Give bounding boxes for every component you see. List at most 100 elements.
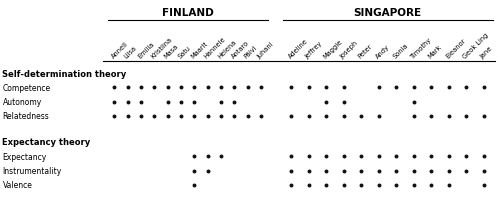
Text: Masa: Masa bbox=[164, 43, 180, 60]
Text: Sonia: Sonia bbox=[392, 42, 409, 60]
Point bbox=[410, 100, 418, 104]
Point bbox=[357, 183, 365, 186]
Point bbox=[190, 86, 198, 89]
Text: Maarit: Maarit bbox=[190, 41, 209, 60]
Point bbox=[445, 169, 453, 172]
Point bbox=[375, 155, 383, 158]
Text: Expectancy theory: Expectancy theory bbox=[2, 137, 91, 146]
Point bbox=[340, 115, 348, 118]
Point bbox=[304, 115, 313, 118]
Point bbox=[110, 115, 118, 118]
Point bbox=[410, 183, 418, 186]
Point bbox=[480, 86, 488, 89]
Point bbox=[110, 86, 118, 89]
Point bbox=[164, 86, 172, 89]
Text: Hannele: Hannele bbox=[204, 36, 227, 60]
Point bbox=[150, 115, 158, 118]
Text: Competence: Competence bbox=[2, 83, 50, 92]
Point bbox=[204, 115, 212, 118]
Point bbox=[230, 86, 238, 89]
Point bbox=[375, 115, 383, 118]
Point bbox=[410, 169, 418, 172]
Point bbox=[304, 169, 313, 172]
Point bbox=[445, 86, 453, 89]
Point bbox=[190, 169, 198, 172]
Text: Adeline: Adeline bbox=[287, 38, 309, 60]
Point bbox=[322, 155, 330, 158]
Point bbox=[244, 115, 252, 118]
Point bbox=[322, 86, 330, 89]
Point bbox=[217, 115, 225, 118]
Point bbox=[462, 155, 470, 158]
Point bbox=[204, 86, 212, 89]
Point bbox=[322, 100, 330, 104]
Point bbox=[410, 115, 418, 118]
Point bbox=[322, 169, 330, 172]
Text: Anneli: Anneli bbox=[110, 41, 129, 60]
Text: SINGAPORE: SINGAPORE bbox=[354, 8, 422, 18]
Point bbox=[375, 183, 383, 186]
Point bbox=[392, 86, 400, 89]
Point bbox=[427, 155, 435, 158]
Text: Andy: Andy bbox=[374, 43, 390, 60]
Text: Eleanor: Eleanor bbox=[444, 38, 466, 60]
Point bbox=[322, 183, 330, 186]
Text: Relatedness: Relatedness bbox=[2, 112, 49, 121]
Point bbox=[392, 155, 400, 158]
Point bbox=[340, 155, 348, 158]
Point bbox=[340, 169, 348, 172]
Text: Antaro: Antaro bbox=[230, 40, 250, 60]
Text: Autonomy: Autonomy bbox=[2, 98, 42, 106]
Point bbox=[304, 155, 313, 158]
Point bbox=[480, 115, 488, 118]
Point bbox=[257, 115, 265, 118]
Point bbox=[177, 100, 185, 104]
Point bbox=[375, 86, 383, 89]
Point bbox=[287, 115, 295, 118]
Text: Geok Ling: Geok Ling bbox=[462, 32, 490, 60]
Text: Satu: Satu bbox=[176, 45, 192, 60]
Text: Kristiina: Kristiina bbox=[150, 36, 174, 60]
Point bbox=[124, 100, 132, 104]
Text: Peter: Peter bbox=[357, 43, 374, 60]
Point bbox=[190, 183, 198, 186]
Point bbox=[410, 86, 418, 89]
Point bbox=[287, 169, 295, 172]
Point bbox=[190, 155, 198, 158]
Point bbox=[137, 115, 145, 118]
Point bbox=[340, 86, 348, 89]
Point bbox=[190, 100, 198, 104]
Point bbox=[177, 86, 185, 89]
Text: Valence: Valence bbox=[2, 180, 32, 189]
Text: Juhani: Juhani bbox=[256, 41, 276, 60]
Point bbox=[427, 115, 435, 118]
Point bbox=[357, 155, 365, 158]
Text: Expectancy: Expectancy bbox=[2, 152, 47, 161]
Point bbox=[164, 100, 172, 104]
Point bbox=[427, 183, 435, 186]
Point bbox=[204, 155, 212, 158]
Point bbox=[137, 100, 145, 104]
Point bbox=[190, 115, 198, 118]
Point bbox=[462, 169, 470, 172]
Text: Jeffrey: Jeffrey bbox=[304, 40, 324, 60]
Text: Self-determination theory: Self-determination theory bbox=[2, 69, 127, 78]
Text: Päivi: Päivi bbox=[244, 44, 258, 60]
Point bbox=[480, 155, 488, 158]
Text: Helena: Helena bbox=[216, 39, 238, 60]
Point bbox=[287, 86, 295, 89]
Text: Mark: Mark bbox=[427, 44, 443, 60]
Point bbox=[164, 115, 172, 118]
Point bbox=[375, 169, 383, 172]
Point bbox=[340, 183, 348, 186]
Point bbox=[124, 115, 132, 118]
Point bbox=[340, 100, 348, 104]
Text: Emilia: Emilia bbox=[136, 41, 155, 60]
Point bbox=[427, 86, 435, 89]
Point bbox=[204, 169, 212, 172]
Text: Joseph: Joseph bbox=[340, 40, 359, 60]
Point bbox=[230, 100, 238, 104]
Point bbox=[357, 115, 365, 118]
Point bbox=[244, 86, 252, 89]
Point bbox=[257, 86, 265, 89]
